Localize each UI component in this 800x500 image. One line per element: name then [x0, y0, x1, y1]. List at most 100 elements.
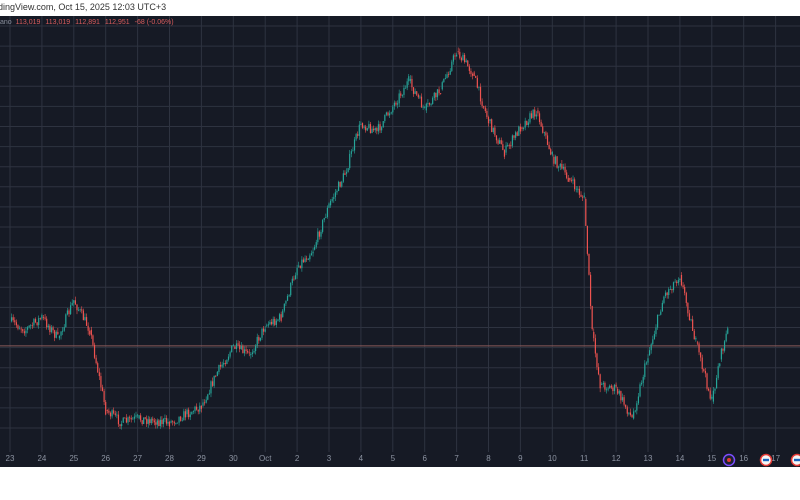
candle-body [706, 373, 708, 389]
candle-body [522, 127, 525, 129]
candle-body [352, 150, 354, 152]
candle-body [207, 394, 209, 400]
candle-body [36, 322, 38, 326]
candle-body [147, 419, 149, 424]
x-axis-tick-label: 30 [229, 454, 238, 463]
candle-body [687, 302, 689, 314]
x-axis-tick-label: 24 [37, 454, 46, 463]
candle-body [642, 377, 644, 383]
candle-body [597, 367, 600, 375]
event-flag-dot [727, 458, 731, 462]
candle-body [395, 102, 397, 105]
candle-body [251, 352, 254, 354]
candle-body [451, 61, 453, 71]
x-axis-tick-label: 10 [548, 454, 557, 463]
candle-body [700, 352, 702, 358]
candle-body [400, 93, 402, 96]
candle-body [200, 405, 202, 409]
candle-body [81, 309, 83, 311]
candle-body [483, 105, 485, 108]
x-axis-tick-label: 23 [6, 454, 15, 463]
candle-body [318, 231, 321, 237]
candle-body [448, 74, 450, 76]
candle-body [473, 72, 475, 77]
x-axis-tick-label: 17 [771, 454, 780, 463]
candle-body [502, 144, 504, 151]
candle-body [234, 346, 236, 349]
candle-body [229, 352, 231, 357]
candle-body [589, 274, 592, 307]
candle-body [54, 330, 56, 338]
candle-body [443, 78, 445, 83]
ohlc-low: 112,891 [75, 19, 100, 26]
candle-body [436, 89, 439, 98]
candle-body [39, 318, 41, 319]
candle-body [363, 126, 365, 128]
candle-body [150, 418, 152, 424]
x-axis-tick-label: 12 [612, 454, 621, 463]
candle-body [692, 319, 694, 331]
candle-body [530, 113, 533, 118]
candle-body [416, 91, 418, 95]
candle-body [532, 109, 534, 118]
candle-body [583, 195, 585, 198]
candle-body [599, 374, 601, 389]
candle-body [180, 416, 182, 421]
candle-body [314, 247, 316, 250]
candle-body [82, 310, 84, 321]
watermark-text: dingView.com, Oct 15, 2025 12:03 UTC+3 [0, 2, 167, 12]
candle-body [708, 388, 710, 391]
x-axis-tick-label: Oct [259, 454, 272, 463]
candle-body [92, 335, 94, 345]
x-axis-tick-label: 8 [486, 454, 491, 463]
candle-body [98, 372, 100, 377]
candle-body [353, 139, 356, 151]
candle-body [449, 70, 451, 75]
candle-body [113, 410, 115, 414]
candle-body [478, 86, 480, 88]
candle-body [658, 314, 660, 316]
candle-body [580, 194, 582, 197]
candle-body [141, 420, 143, 425]
candle-body [430, 103, 432, 105]
candle-body [636, 403, 638, 411]
candle-body [183, 411, 185, 421]
candle-body [459, 51, 461, 58]
price-chart[interactable]: 23 24 25 26 27 28 29 30 Oct 2 3 4 5 6 7 8 9 10 11 12 13 14 15 1… [0, 16, 800, 467]
candle-body [65, 314, 67, 328]
candle-body [457, 51, 459, 53]
candle-body [389, 113, 391, 116]
candle-body [108, 410, 110, 413]
candle-body [371, 128, 373, 134]
candle-body [454, 55, 456, 57]
candle-body [570, 180, 573, 182]
candle-body [722, 348, 724, 351]
candle-body [221, 364, 223, 367]
candle-body [173, 421, 175, 424]
candle-body [89, 330, 91, 335]
candle-body [176, 422, 179, 424]
candle-body [500, 140, 502, 145]
candle-body [534, 109, 536, 117]
candle-body [282, 310, 284, 318]
x-axis-tick-label: 27 [133, 454, 142, 463]
candle-body [178, 416, 180, 423]
candle-body [679, 278, 681, 281]
candle-body [159, 419, 161, 427]
candle-body [432, 97, 434, 104]
candle-body [653, 334, 655, 340]
candle-body [456, 54, 458, 57]
candle-body [336, 191, 338, 193]
candle-body [558, 166, 560, 168]
candle-body [119, 424, 121, 427]
candle-body [561, 163, 563, 169]
candle-body [116, 414, 118, 416]
candle-body [684, 287, 686, 293]
candle-body [548, 144, 550, 150]
candle-body [420, 96, 423, 108]
candle-body [215, 375, 217, 377]
candle-body [365, 126, 367, 131]
candle-body [162, 418, 165, 425]
candle-body [133, 416, 136, 419]
